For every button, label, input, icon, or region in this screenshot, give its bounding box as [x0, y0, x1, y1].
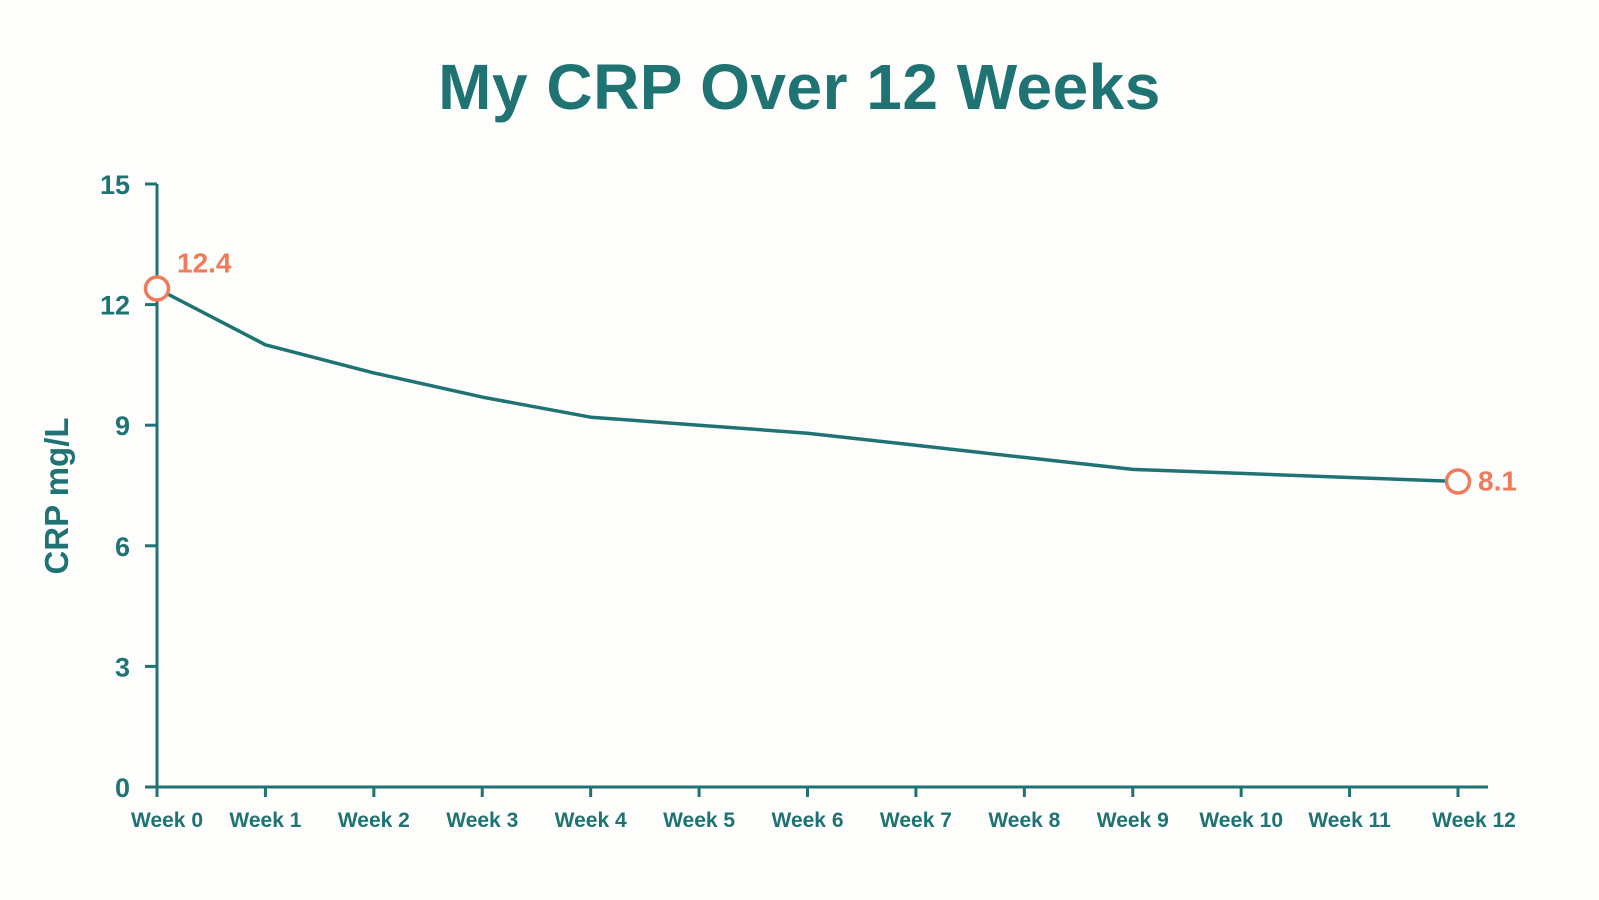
x-tick-label: Week 10	[1199, 809, 1283, 832]
data-label: 8.1	[1478, 465, 1517, 496]
y-tick-label: 12	[100, 291, 130, 321]
y-tick-label: 6	[115, 532, 130, 562]
data-label: 12.4	[177, 248, 232, 279]
x-tick-label: Week 1	[229, 809, 301, 832]
annotation-layer: 12.4 8.1	[143, 248, 1517, 496]
x-tick-label: Week 6	[772, 809, 844, 832]
x-tick-label: Week 11	[1308, 809, 1391, 832]
x-tick-label: Week 9	[1097, 809, 1169, 832]
x-tick-label: Week 4	[555, 809, 627, 832]
chart-title: My CRP Over 12 Weeks	[438, 51, 1161, 123]
x-tick-label: Week 8	[988, 809, 1060, 832]
y-tick-label: 0	[115, 773, 130, 803]
data-point-marker	[143, 275, 171, 302]
x-tick-label: Week 3	[446, 809, 518, 832]
series-layer	[155, 286, 1460, 484]
y-axis-title: CRP mg/L	[38, 417, 75, 574]
x-tick-label: Week 5	[663, 809, 735, 832]
x-tick-label: Week 7	[880, 809, 952, 832]
y-tick-label: 15	[100, 170, 130, 200]
x-tick-label: Week 0	[131, 809, 203, 832]
x-tick-label: Week 12	[1432, 809, 1516, 832]
data-point-marker	[1444, 468, 1472, 495]
y-tick-label: 9	[115, 411, 130, 441]
axes: 0 3 6 9 12 15 Week 0 Week 1 Week 2 Week 3 Week 4 We…	[100, 170, 1516, 832]
x-tick-label: Week 2	[338, 809, 410, 832]
y-tick-label: 3	[115, 652, 130, 682]
crp-series-line	[155, 286, 1460, 484]
